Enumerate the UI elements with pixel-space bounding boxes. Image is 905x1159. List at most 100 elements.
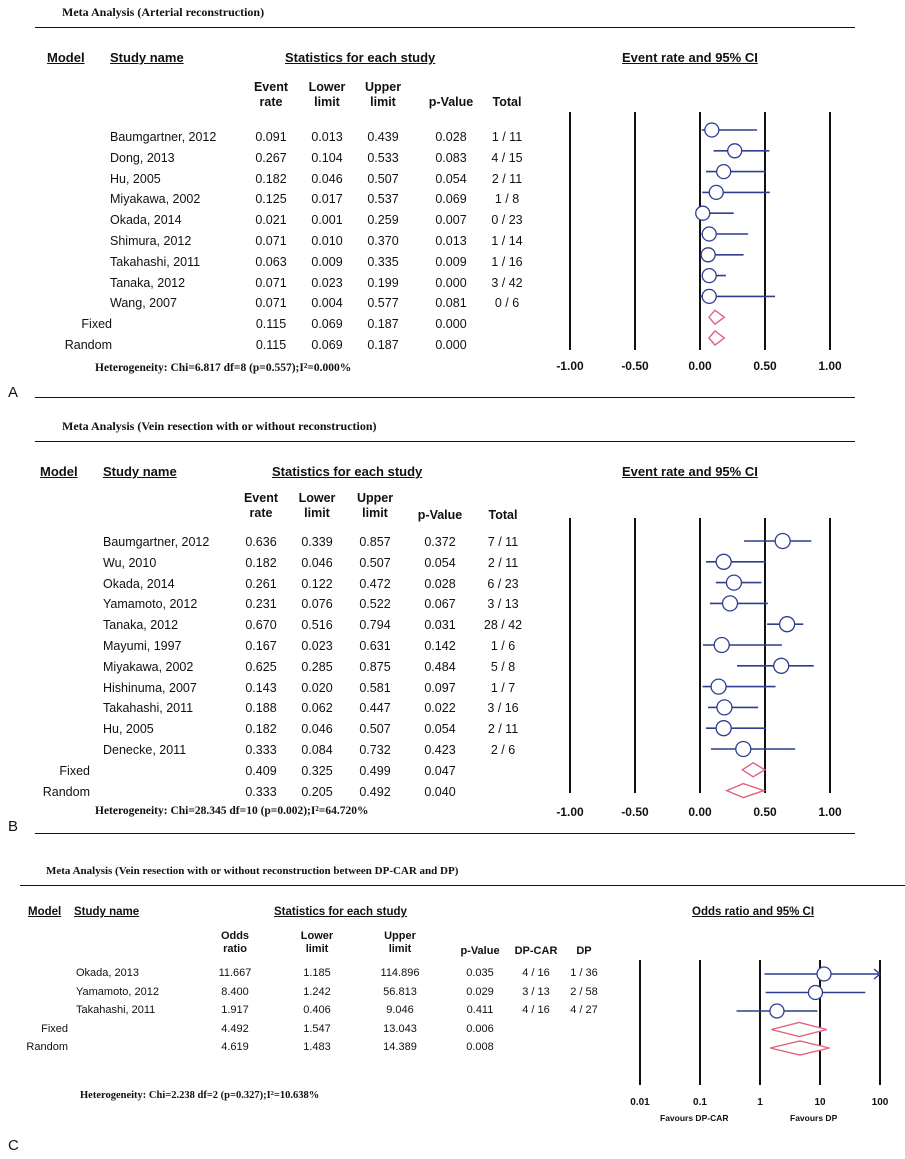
study-name-cell: Takahashi, 2011 (103, 701, 194, 716)
a-cell: 3 / 13 (522, 985, 550, 998)
study-name-cell: Okada, 2013 (76, 967, 139, 979)
lo-cell: 0.010 (311, 234, 343, 248)
lo-cell: 0.084 (301, 743, 333, 757)
tick-label: 1.00 (818, 359, 842, 373)
est-cell: 0.636 (245, 535, 277, 549)
point-estimate-marker (727, 143, 743, 159)
study-name-cell: Baumgartner, 2012 (110, 130, 217, 144)
point-estimate-marker (710, 678, 727, 695)
p-cell: 0.083 (435, 150, 467, 165)
lo-cell: 0.285 (301, 659, 333, 674)
model-header: Model (28, 906, 62, 918)
col-header-odds-ratio: Odds ratio (220, 930, 250, 955)
total-cell: 1 / 14 (491, 234, 523, 248)
p-cell: 0.028 (424, 576, 456, 591)
lo-cell: 0.004 (311, 296, 343, 311)
plot-header: Event rate and 95% CI (622, 464, 758, 479)
point-estimate-marker (704, 122, 720, 138)
hi-cell: 0.631 (359, 639, 391, 653)
est-cell: 0.182 (255, 171, 287, 186)
col-header-lower-limit: Lower limit (298, 491, 336, 520)
panel-b: Meta Analysis (Vein resection with or wi… (0, 400, 905, 840)
tick-label: 1.00 (818, 805, 842, 819)
study-name-cell: Tanaka, 2012 (110, 275, 186, 290)
point-estimate-marker (700, 247, 716, 263)
p-cell: 0.000 (435, 317, 467, 332)
point-estimate-marker (715, 720, 732, 737)
point-estimate-marker (816, 966, 832, 982)
p-cell: 0.423 (424, 743, 456, 757)
col-header-dp-car: DP-CAR (514, 945, 558, 957)
study-name-cell: Yamamoto, 2012 (76, 985, 159, 998)
point-estimate-marker (715, 553, 732, 570)
lo-cell: 1.547 (303, 1022, 331, 1035)
col-header-lower-limit: Lower limit (300, 930, 334, 955)
study-header: Study name (103, 464, 177, 479)
pooled-diamond (708, 309, 726, 326)
p-cell: 0.047 (424, 763, 456, 778)
model-cell: Fixed (59, 763, 90, 778)
total-cell: 7 / 11 (487, 535, 519, 549)
lo-cell: 0.516 (301, 618, 333, 633)
point-estimate-marker (721, 595, 739, 612)
hi-cell: 0.370 (367, 234, 399, 248)
total-cell: 1 / 16 (491, 254, 523, 269)
study-name-cell: Tanaka, 2012 (103, 618, 179, 633)
hi-cell: 0.259 (367, 213, 399, 228)
panel-letter: A (8, 384, 19, 401)
lo-cell: 0.339 (301, 535, 333, 549)
col-header-upper-limit: Upper limit (356, 491, 394, 520)
study-name-cell: Mayumi, 1997 (103, 639, 182, 653)
hi-cell: 0.499 (359, 763, 391, 778)
total-cell: 2 / 11 (487, 722, 519, 737)
hi-cell: 0.507 (367, 171, 399, 186)
model-cell: Random (26, 1041, 68, 1053)
point-estimate-marker (708, 184, 724, 201)
study-name-cell: Dong, 2013 (110, 150, 175, 165)
hi-cell: 0.507 (359, 555, 391, 570)
study-name-cell: Miyakawa, 2002 (103, 659, 194, 674)
est-cell: 0.115 (255, 338, 287, 352)
col-header-dp: DP (576, 945, 592, 957)
tick-label: 0.50 (753, 805, 777, 819)
lo-cell: 0.205 (301, 784, 333, 799)
tick-label: 0.1 (693, 1097, 707, 1108)
hi-cell: 0.537 (367, 192, 399, 207)
pooled-diamond (708, 330, 726, 346)
study-name-cell: Okada, 2014 (110, 213, 182, 228)
heterogeneity-label: Heterogeneity: Chi=2.238 df=2 (p=0.327);… (80, 1090, 320, 1101)
total-cell: 0 / 23 (491, 213, 523, 228)
lo-cell: 0.046 (301, 722, 333, 737)
lo-cell: 0.009 (311, 254, 343, 269)
lo-cell: 0.020 (301, 680, 333, 695)
est-cell: 1.917 (221, 1004, 249, 1016)
heterogeneity-label: Heterogeneity: Chi=6.817 df=8 (p=0.557);… (95, 362, 352, 374)
favours-right-label: Favours DP (790, 1113, 838, 1123)
model-cell: Fixed (81, 317, 112, 332)
lo-cell: 0.406 (303, 1004, 331, 1016)
tick-label: -0.50 (621, 805, 649, 819)
study-name-cell: Takahashi, 2011 (110, 254, 201, 269)
forest-plot-a: -1.00 -0.50 0.00 0.50 1.00 (556, 112, 842, 373)
b-cell: 2 / 58 (570, 985, 598, 998)
stats-header: Statistics for each study (272, 464, 423, 479)
model-header: Model (47, 50, 85, 65)
forest-plot-c: 0.01 0.1 1 10 100 (630, 960, 889, 1108)
lo-cell: 0.023 (311, 275, 343, 290)
study-name-cell: Takahashi, 2011 (76, 1004, 156, 1016)
point-estimate-marker (773, 657, 790, 674)
p-cell: 0.029 (466, 985, 494, 998)
total-cell: 28 / 42 (483, 618, 523, 633)
est-cell: 0.125 (255, 192, 287, 207)
study-header: Study name (74, 906, 140, 918)
panel-a: Meta Analysis (Arterial reconstruction) … (0, 0, 905, 401)
p-cell: 0.054 (424, 722, 456, 737)
col-header-event-rate: Event rate (243, 491, 279, 520)
hi-cell: 0.794 (359, 618, 391, 633)
hi-cell: 0.875 (359, 659, 391, 674)
point-estimate-marker (713, 636, 730, 654)
est-cell: 0.071 (255, 275, 287, 290)
est-cell: 0.261 (245, 576, 277, 591)
p-cell: 0.008 (466, 1041, 494, 1053)
col-header-p-value: p-Value (460, 945, 500, 957)
